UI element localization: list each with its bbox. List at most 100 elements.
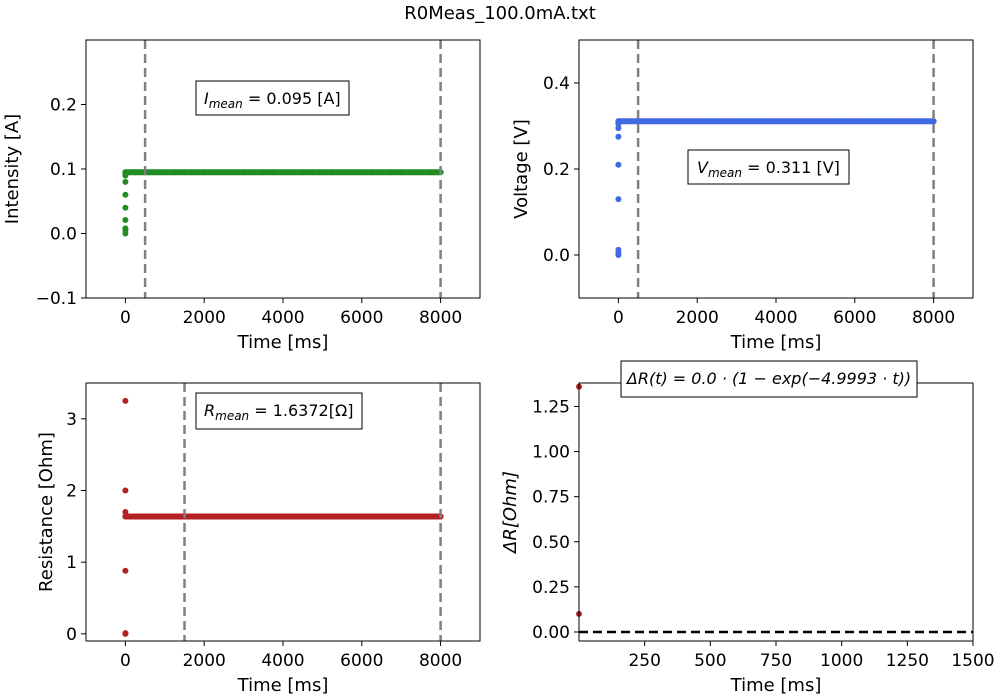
y-tick-label: 0.2 — [543, 160, 570, 180]
data-point — [615, 125, 622, 132]
data-point — [615, 161, 622, 168]
data-point — [782, 118, 789, 125]
y-tick-label: 2 — [66, 482, 77, 502]
x-axis-label: Time [ms] — [237, 332, 329, 353]
data-point — [122, 567, 129, 574]
data-point — [132, 513, 139, 520]
x-tick-label: 8000 — [912, 308, 955, 328]
data-point — [704, 118, 711, 125]
data-point — [230, 169, 237, 176]
data-point — [822, 118, 829, 125]
data-point — [417, 513, 424, 520]
annotation-value: = 1.6372[Ω] — [249, 401, 353, 420]
annotation-frame — [195, 392, 363, 430]
y-tick-label: 0.00 — [532, 623, 570, 643]
data-point — [891, 118, 898, 125]
y-tick-label: 0.4 — [543, 74, 570, 94]
y-axis-label: Intensity [A] — [2, 114, 23, 224]
data-point — [191, 169, 198, 176]
data-point — [339, 513, 346, 520]
data-point — [319, 513, 326, 520]
data-point — [743, 118, 750, 125]
x-tick-label: 250 — [628, 651, 660, 671]
y-tick-label: −0.1 — [36, 289, 77, 309]
data-point — [368, 513, 375, 520]
data-point — [122, 487, 129, 494]
data-point — [398, 169, 405, 176]
x-axis-label: Time [ms] — [237, 675, 329, 696]
data-point — [142, 513, 149, 520]
annotation-subscript: mean — [708, 166, 742, 180]
data-point — [348, 169, 355, 176]
x-tick-label: 0 — [613, 308, 624, 328]
plot-frame — [578, 382, 974, 642]
y-axis-label: ΔR[Ohm] — [500, 471, 521, 555]
data-point — [250, 513, 257, 520]
data-point — [378, 169, 385, 176]
x-axis-label: Time [ms] — [730, 332, 822, 353]
data-point — [240, 513, 247, 520]
data-point — [664, 118, 671, 125]
data-point — [615, 196, 622, 203]
annotation-value: = 0.311 [V] — [742, 158, 840, 177]
data-point — [299, 169, 306, 176]
data-marks — [615, 40, 937, 298]
x-tick-label: 0 — [120, 651, 131, 671]
annotation-frame — [195, 80, 350, 116]
data-point — [654, 118, 661, 125]
y-tick-label: 1.25 — [532, 397, 570, 417]
data-point — [319, 169, 326, 176]
annotation-box: Imean = 0.095 [A] — [195, 80, 350, 116]
data-point — [270, 513, 277, 520]
data-point — [753, 118, 760, 125]
y-axis-label: Resistance [Ohm] — [36, 432, 57, 592]
x-tick-label: 6000 — [340, 308, 383, 328]
data-point — [644, 118, 651, 125]
data-point — [260, 169, 267, 176]
data-point — [201, 513, 208, 520]
annotation-subscript: mean — [215, 409, 249, 423]
x-tick-label: 8000 — [419, 308, 462, 328]
data-point — [201, 169, 208, 176]
y-tick-label: 0.25 — [532, 578, 570, 598]
x-tick-label: 4000 — [261, 651, 304, 671]
data-point — [171, 513, 178, 520]
delta-r-panel: Time [ms] ΔR[Ohm] ΔR(t) = 0.0 · (1 − exp… — [500, 360, 995, 696]
annotation-symbol: V — [697, 158, 709, 177]
data-point — [763, 118, 770, 125]
annotation-value: = 0.095 [A] — [243, 89, 341, 108]
annotation-box: ΔR(t) = 0.0 · (1 − exp(−4.9993 · t)) — [620, 360, 918, 398]
data-point — [220, 169, 227, 176]
data-point — [388, 513, 395, 520]
data-point — [339, 169, 346, 176]
x-tick-label: 6000 — [340, 651, 383, 671]
data-point — [674, 118, 681, 125]
data-point — [812, 118, 819, 125]
data-point — [309, 513, 316, 520]
data-point — [625, 118, 632, 125]
data-point — [122, 216, 129, 223]
x-tick-label: 2000 — [676, 308, 719, 328]
data-point — [733, 118, 740, 125]
data-point — [802, 118, 809, 125]
annotation-text: Imean = 0.095 [A] — [204, 89, 341, 111]
data-point — [417, 169, 424, 176]
y-tick-label: 0.2 — [50, 96, 77, 116]
data-point — [901, 118, 908, 125]
data-point — [122, 191, 129, 198]
data-point — [358, 169, 365, 176]
data-point — [930, 118, 937, 125]
annotation-subscript: mean — [209, 97, 243, 111]
data-point — [250, 169, 257, 176]
data-point — [151, 169, 158, 176]
data-marks — [576, 383, 973, 634]
data-point — [220, 513, 227, 520]
data-point — [694, 118, 701, 125]
x-tick-label: 6000 — [833, 308, 876, 328]
data-point — [151, 513, 158, 520]
x-axis-label: Time [ms] — [730, 675, 822, 696]
data-point — [122, 171, 129, 178]
data-point — [427, 169, 434, 176]
data-point — [713, 118, 720, 125]
y-tick-label: 0.1 — [50, 160, 77, 180]
